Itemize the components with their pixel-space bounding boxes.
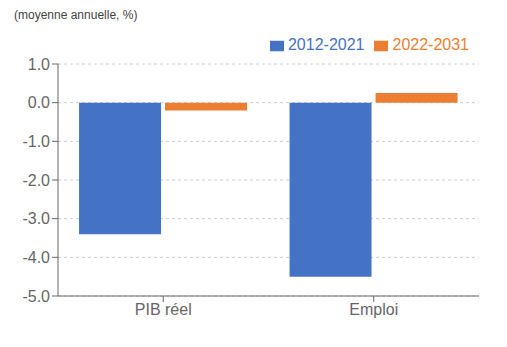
svg-text:-5.0: -5.0 xyxy=(22,288,50,305)
svg-text:-1.0: -1.0 xyxy=(22,133,50,150)
svg-text:-2.0: -2.0 xyxy=(22,172,50,189)
svg-text:1.0: 1.0 xyxy=(28,56,50,73)
html-text:2022-2031: 2022-2031 xyxy=(392,36,469,53)
svg-text:-4.0: -4.0 xyxy=(22,249,50,266)
svg-text:PIB réel: PIB réel xyxy=(135,301,192,318)
html-text:2012-2021: 2012-2021 xyxy=(288,36,365,53)
html-text:(moyenne annuelle, %): (moyenne annuelle, %) xyxy=(14,8,138,22)
svg-text:-3.0: -3.0 xyxy=(22,210,50,227)
svg-text:0.0: 0.0 xyxy=(28,94,50,111)
svg-text:Emploi: Emploi xyxy=(349,301,398,318)
